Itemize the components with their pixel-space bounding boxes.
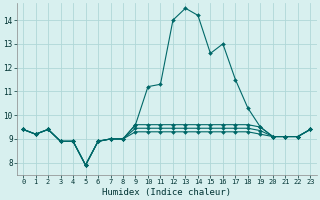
X-axis label: Humidex (Indice chaleur): Humidex (Indice chaleur) (102, 188, 231, 197)
